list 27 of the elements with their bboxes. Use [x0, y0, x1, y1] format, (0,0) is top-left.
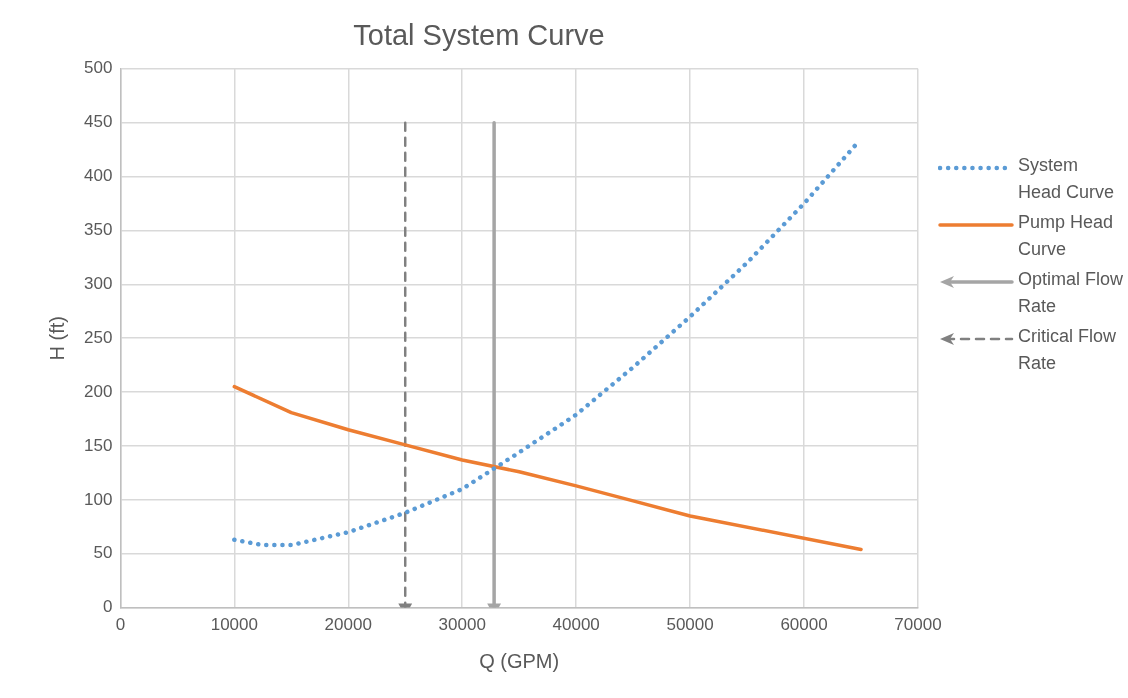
- y-tick-label: 50: [93, 543, 113, 563]
- y-axis-title: H (ft): [45, 315, 68, 361]
- y-tick-label: 400: [83, 166, 113, 186]
- x-tick-label: 50000: [666, 615, 714, 635]
- legend-label: Critical Flow Rate: [1018, 325, 1117, 375]
- x-tick-label: 30000: [438, 615, 486, 635]
- line-series: [232, 143, 858, 548]
- y-tick-label: 300: [83, 274, 113, 294]
- y-tick-label: 0: [102, 597, 113, 617]
- y-tick-label: 450: [83, 112, 113, 132]
- legend-label: Optimal Flow Rate: [1018, 268, 1125, 318]
- x-tick-label: 60000: [780, 615, 828, 635]
- x-tick-label: 40000: [552, 615, 600, 635]
- legend-label: Pump Head Curve: [1018, 211, 1115, 261]
- y-tick-label: 350: [83, 220, 113, 240]
- y-tick-label: 200: [83, 381, 113, 401]
- y-tick-label: 250: [83, 327, 113, 347]
- y-tick-label: 500: [83, 58, 113, 78]
- chart-title: Total System Curve: [353, 19, 605, 52]
- x-tick-label: 10000: [210, 615, 258, 635]
- x-axis-title: Q (GPM): [479, 649, 560, 672]
- x-tick-label: 20000: [324, 615, 372, 635]
- y-tick-label: 150: [83, 435, 113, 455]
- x-tick-label: 70000: [894, 615, 942, 635]
- y-tick-label: 100: [83, 489, 113, 509]
- x-tick-label: 0: [115, 615, 126, 635]
- legend-label: System Head Curve: [1018, 154, 1116, 204]
